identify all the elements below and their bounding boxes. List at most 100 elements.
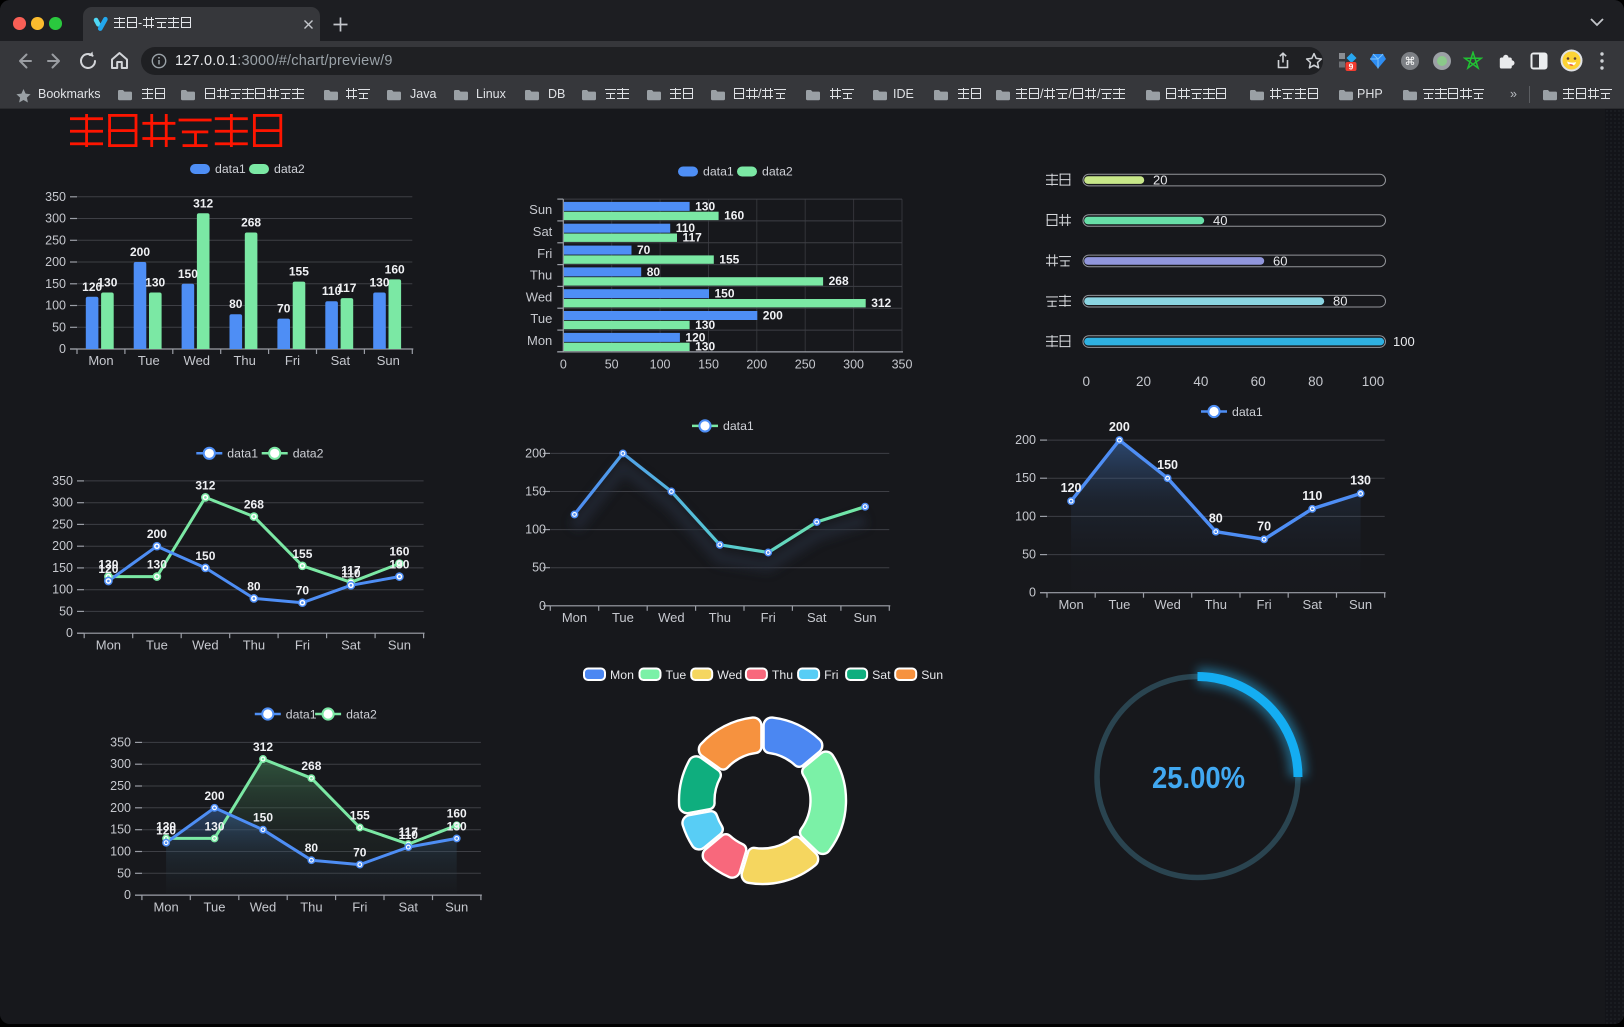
svg-text:155: 155 — [719, 252, 739, 266]
svg-text:150: 150 — [195, 549, 215, 563]
svg-text:Wed: Wed — [1154, 597, 1181, 612]
svg-text:Tue: Tue — [146, 638, 168, 653]
svg-text:110: 110 — [399, 828, 419, 842]
svg-text:Fri: Fri — [537, 246, 552, 261]
svg-text:Mon: Mon — [562, 610, 587, 625]
svg-text:Sun: Sun — [377, 353, 400, 368]
svg-text:Mon: Mon — [1058, 597, 1083, 612]
svg-text:110: 110 — [322, 284, 342, 298]
svg-text:data2: data2 — [762, 165, 793, 179]
svg-text:150: 150 — [715, 287, 735, 301]
svg-text:160: 160 — [389, 545, 409, 559]
svg-text:300: 300 — [843, 358, 864, 372]
svg-text:117: 117 — [399, 825, 419, 839]
svg-text:0: 0 — [59, 342, 66, 356]
svg-text:Fri: Fri — [761, 610, 776, 625]
svg-text:150: 150 — [110, 823, 131, 837]
svg-text:120: 120 — [98, 562, 118, 576]
svg-text:0: 0 — [1029, 586, 1036, 600]
svg-text:312: 312 — [195, 478, 215, 492]
svg-text:155: 155 — [350, 809, 370, 823]
svg-text:268: 268 — [301, 759, 321, 773]
svg-text:Fri: Fri — [1257, 597, 1272, 612]
svg-text:20: 20 — [1153, 173, 1167, 188]
svg-text:350: 350 — [110, 735, 131, 749]
svg-text:120: 120 — [156, 824, 176, 838]
svg-text:120: 120 — [82, 280, 102, 294]
svg-text:Tue: Tue — [666, 668, 687, 682]
svg-text:Wed: Wed — [184, 353, 211, 368]
svg-text:60: 60 — [1273, 253, 1287, 268]
svg-text:100: 100 — [525, 523, 546, 537]
svg-text:130: 130 — [389, 558, 409, 572]
svg-text:130: 130 — [695, 199, 715, 213]
svg-text:250: 250 — [795, 358, 816, 372]
svg-text:130: 130 — [97, 276, 117, 290]
svg-text:150: 150 — [178, 267, 198, 281]
svg-text:117: 117 — [341, 563, 361, 577]
svg-text:100: 100 — [650, 358, 671, 372]
svg-text:data2: data2 — [274, 162, 305, 176]
svg-text:200: 200 — [147, 527, 167, 541]
svg-text:Sat: Sat — [331, 353, 351, 368]
svg-text:268: 268 — [241, 216, 261, 230]
svg-text:110: 110 — [1302, 489, 1322, 503]
svg-text:150: 150 — [45, 277, 66, 291]
svg-text:Tue: Tue — [1108, 597, 1130, 612]
svg-text:130: 130 — [156, 819, 176, 833]
svg-text:100: 100 — [45, 299, 66, 313]
svg-text:data2: data2 — [346, 707, 377, 721]
svg-text:0: 0 — [1082, 374, 1090, 389]
svg-text:117: 117 — [683, 231, 703, 245]
svg-text:50: 50 — [1022, 548, 1036, 562]
svg-text:200: 200 — [130, 245, 150, 259]
svg-text:70: 70 — [277, 302, 291, 316]
svg-text:130: 130 — [695, 340, 715, 354]
svg-text:Sun: Sun — [445, 900, 468, 915]
svg-text:50: 50 — [117, 866, 131, 880]
svg-text:312: 312 — [193, 196, 213, 210]
svg-text:50: 50 — [59, 604, 73, 618]
svg-text:312: 312 — [253, 740, 273, 754]
svg-text:Sat: Sat — [872, 668, 891, 682]
svg-text:20: 20 — [1136, 374, 1151, 389]
svg-text:80: 80 — [1209, 512, 1223, 526]
svg-text:Sat: Sat — [807, 610, 827, 625]
svg-text:70: 70 — [637, 243, 651, 257]
svg-text:Fri: Fri — [824, 668, 838, 682]
svg-text:150: 150 — [52, 561, 73, 575]
svg-text:250: 250 — [52, 517, 73, 531]
svg-text:Fri: Fri — [285, 353, 300, 368]
svg-text:Wed: Wed — [658, 610, 685, 625]
svg-text:50: 50 — [532, 561, 546, 575]
svg-text:Mon: Mon — [88, 353, 113, 368]
svg-text:200: 200 — [52, 539, 73, 553]
svg-text:80: 80 — [1308, 374, 1323, 389]
svg-text:50: 50 — [605, 358, 619, 372]
svg-text:Wed: Wed — [717, 668, 742, 682]
svg-text:Sun: Sun — [1349, 597, 1372, 612]
svg-text:350: 350 — [892, 358, 913, 372]
svg-text:data1: data1 — [227, 447, 258, 461]
svg-text:150: 150 — [1015, 471, 1036, 485]
svg-text:Tue: Tue — [530, 311, 552, 326]
svg-text:130: 130 — [695, 318, 715, 332]
svg-text:40: 40 — [1193, 374, 1208, 389]
svg-text:Thu: Thu — [300, 900, 322, 915]
svg-text:data1: data1 — [723, 419, 754, 433]
svg-text:0: 0 — [539, 599, 546, 613]
svg-text:Sat: Sat — [399, 900, 419, 915]
svg-text:200: 200 — [525, 446, 546, 460]
svg-text:Mon: Mon — [96, 638, 121, 653]
svg-text:200: 200 — [45, 255, 66, 269]
svg-text:Tue: Tue — [138, 353, 160, 368]
svg-text:160: 160 — [724, 209, 744, 223]
svg-text:120: 120 — [1061, 481, 1082, 495]
svg-text:data1: data1 — [286, 707, 317, 721]
svg-text:Thu: Thu — [530, 268, 552, 283]
svg-text:350: 350 — [45, 190, 66, 204]
svg-text:80: 80 — [647, 265, 661, 279]
svg-text:data1: data1 — [215, 162, 246, 176]
svg-text:Tue: Tue — [612, 610, 634, 625]
svg-text:200: 200 — [204, 789, 224, 803]
